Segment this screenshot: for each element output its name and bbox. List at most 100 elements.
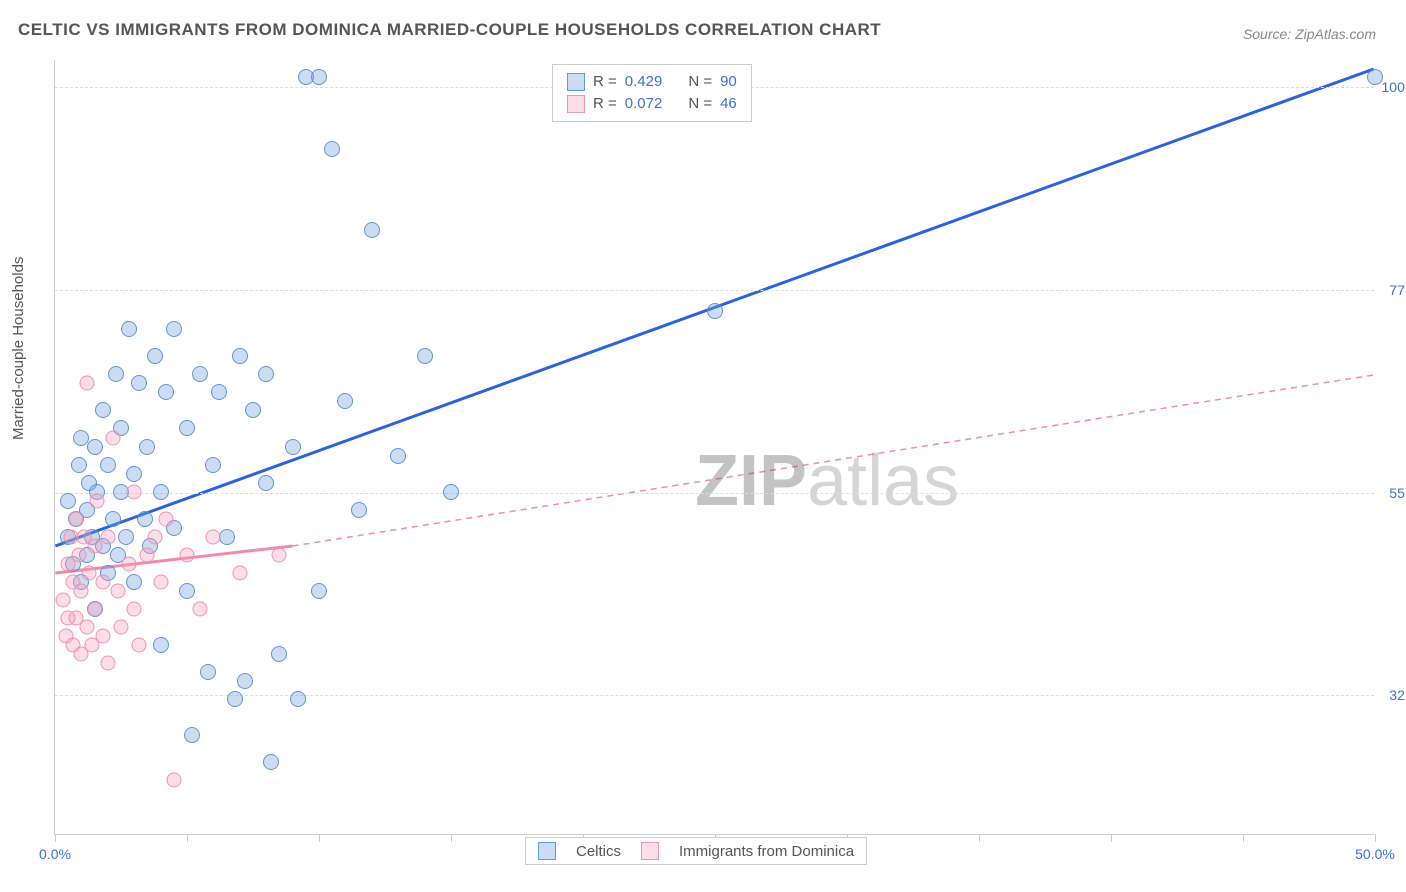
scatter-point [137,511,153,527]
scatter-point [707,303,723,319]
scatter-point [200,664,216,680]
scatter-point [69,511,84,526]
scatter-point [351,502,367,518]
scatter-point [258,366,274,382]
scatter-point [71,547,86,562]
scatter-point [147,348,163,364]
scatter-point [121,321,137,337]
scatter-point [166,772,181,787]
scatter-point [324,141,340,157]
scatter-point [87,439,103,455]
scatter-point [114,619,129,634]
scatter-point [227,691,243,707]
scatter-point [126,466,142,482]
x-tick [1111,834,1112,842]
scatter-point [417,348,433,364]
legend-row: R = 0.072 N = 46 [567,93,737,115]
watermark-light: atlas [807,441,959,521]
scatter-point [206,529,221,544]
correlation-legend: R = 0.429 N = 90 R = 0.072 N = 46 [552,64,752,122]
y-tick-label: 100.0% [1382,79,1406,95]
scatter-point [108,366,124,382]
legend-n-label: N = [688,93,712,115]
x-tick [55,834,56,842]
series-legend: Celtics Immigrants from Dominica [525,837,867,865]
scatter-point [106,430,121,445]
y-tick-label: 55.0% [1389,485,1406,501]
legend-r-label: R = [593,93,617,115]
trend-lines-svg [55,60,1374,834]
scatter-point [311,583,327,599]
scatter-point [179,583,195,599]
legend-n-value: 90 [720,71,737,93]
y-tick-label: 77.5% [1389,282,1406,298]
scatter-point [139,439,155,455]
scatter-point [158,511,173,526]
gridline [55,493,1374,494]
scatter-point [443,484,459,500]
scatter-point [121,556,136,571]
scatter-point [100,529,115,544]
gridline [55,290,1374,291]
scatter-point [285,439,301,455]
scatter-point [258,475,274,491]
scatter-point [205,457,221,473]
scatter-point [290,691,306,707]
scatter-point [127,601,142,616]
scatter-point [148,529,163,544]
scatter-point [132,637,147,652]
scatter-point [263,754,279,770]
scatter-point [87,538,102,553]
scatter-point [158,384,174,400]
scatter-point [105,511,121,527]
legend-row: R = 0.429 N = 90 [567,71,737,93]
scatter-point [95,574,110,589]
scatter-point [219,529,235,545]
scatter-point [211,384,227,400]
legend-series-name: Immigrants from Dominica [679,843,854,860]
legend-r-label: R = [593,71,617,93]
scatter-point [337,393,353,409]
y-axis-label: Married-couple Households [10,257,27,440]
gridline [55,695,1374,696]
scatter-point [1367,69,1383,85]
legend-series-name: Celtics [576,843,621,860]
legend-r-value: 0.429 [625,71,663,93]
legend-swatch [567,95,585,113]
scatter-point [87,601,102,616]
scatter-point [60,493,76,509]
scatter-point [390,448,406,464]
scatter-point [232,348,248,364]
scatter-point [131,375,147,391]
scatter-point [90,493,105,508]
watermark: ZIPatlas [695,440,959,522]
chart-title: CELTIC VS IMMIGRANTS FROM DOMINICA MARRI… [18,20,881,40]
scatter-point [166,321,182,337]
scatter-point [79,376,94,391]
x-tick [319,834,320,842]
scatter-point [55,592,70,607]
scatter-point [71,457,87,473]
scatter-point [79,619,94,634]
scatter-point [364,222,380,238]
scatter-point [95,402,111,418]
legend-swatch [641,842,659,860]
scatter-point [311,69,327,85]
scatter-point [272,547,287,562]
x-tick [979,834,980,842]
scatter-point [179,420,195,436]
scatter-point [127,484,142,499]
scatter-point [95,628,110,643]
x-tick [451,834,452,842]
scatter-point [245,402,261,418]
scatter-point [100,457,116,473]
scatter-point [140,547,155,562]
scatter-point [74,583,89,598]
scatter-point [118,529,134,545]
x-tick [1375,834,1376,842]
scatter-point [153,574,168,589]
watermark-bold: ZIP [695,441,807,521]
scatter-point [193,601,208,616]
scatter-plot-area: ZIPatlas 32.5%55.0%77.5%100.0%0.0%50.0% … [54,60,1374,835]
scatter-point [271,646,287,662]
